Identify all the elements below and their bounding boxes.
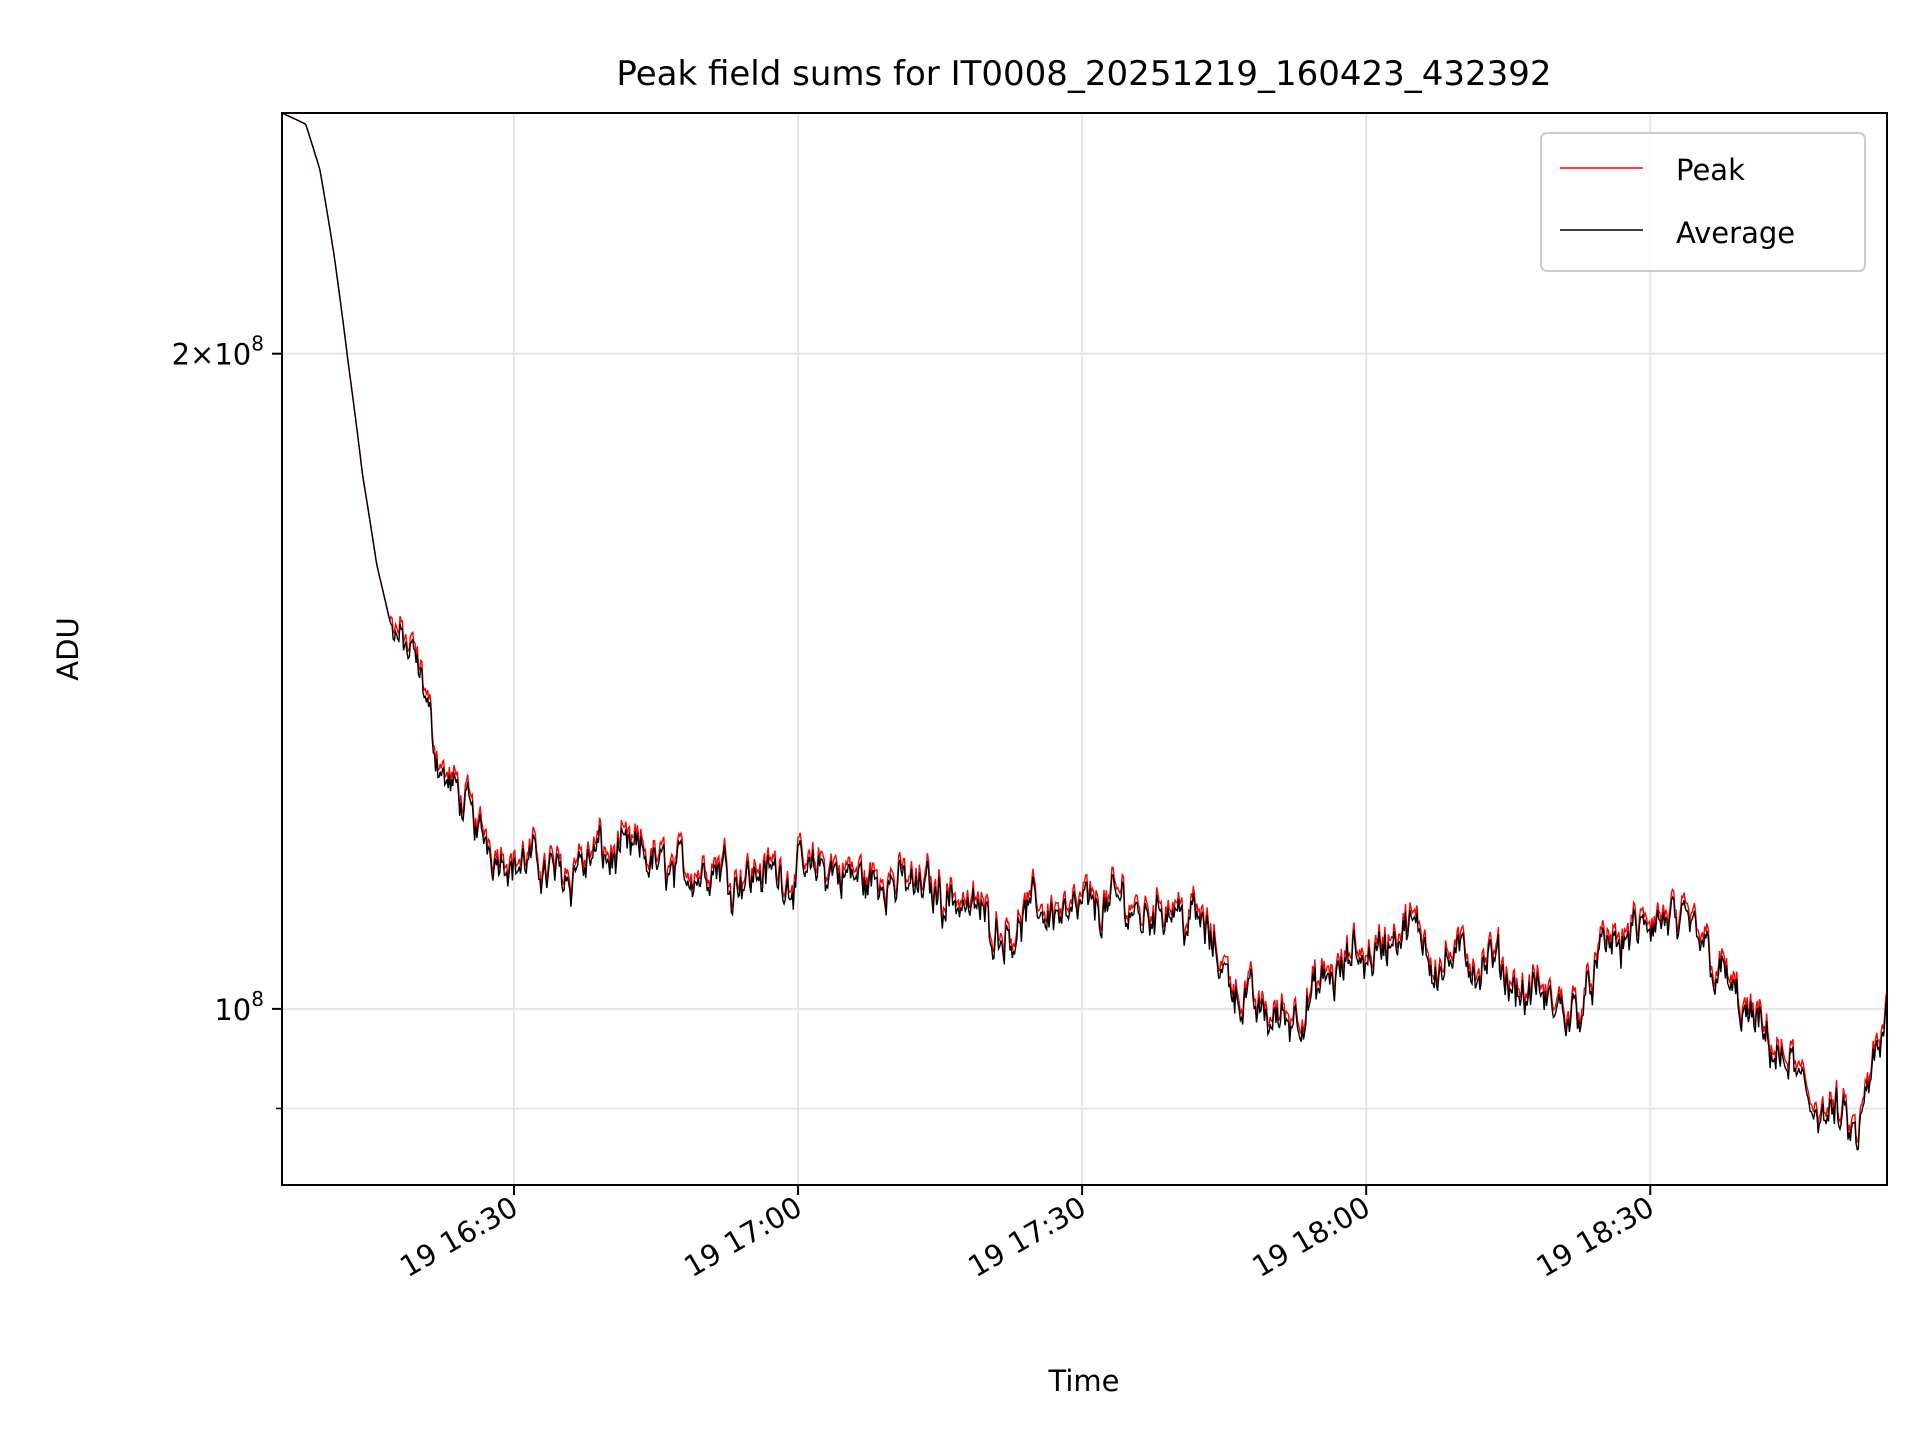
grid	[282, 113, 1887, 1185]
x-axis-label: Time	[1048, 1364, 1120, 1398]
legend: Peak Average	[1540, 132, 1866, 272]
chart-title: Peak field sums for IT0008_20251219_1604…	[616, 54, 1551, 94]
series-line-average	[282, 113, 1887, 1151]
y-axis: 108 2×108	[172, 332, 282, 1110]
series-line-peak	[282, 113, 1887, 1144]
legend-label-peak: Peak	[1676, 153, 1745, 187]
legend-label-average: Average	[1676, 216, 1795, 250]
y-tick-label: 2×108	[172, 332, 264, 372]
plot-frame	[281, 112, 1888, 1186]
y-axis-label: ADU	[51, 617, 85, 680]
y-tick-label: 108	[214, 987, 264, 1027]
